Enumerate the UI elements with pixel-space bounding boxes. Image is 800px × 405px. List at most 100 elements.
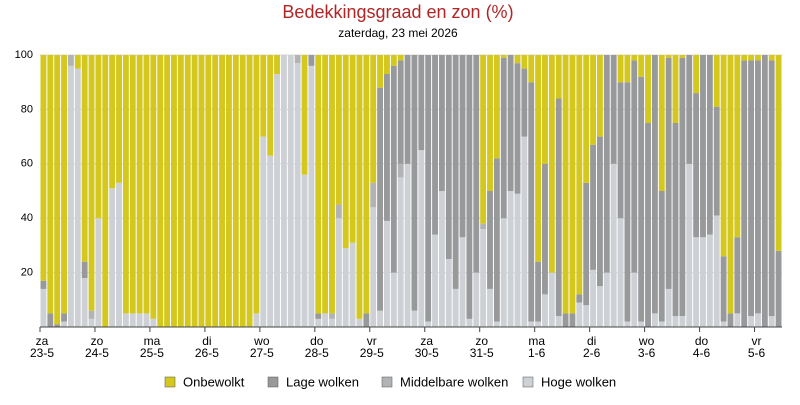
x-tick-date: 24-5 — [85, 346, 109, 360]
bar-segment — [610, 55, 617, 164]
bar-segment — [617, 55, 624, 83]
bar-segment — [473, 272, 480, 327]
bar-segment — [411, 310, 418, 327]
bar-segment — [720, 321, 727, 327]
bar-segment — [658, 191, 665, 322]
legend-swatch — [522, 376, 534, 388]
bar-segment — [528, 55, 535, 83]
bar-segment — [342, 248, 349, 327]
bar-segment — [521, 68, 528, 137]
x-tick-date: 30-5 — [415, 346, 439, 360]
bar-segment — [432, 234, 438, 327]
bar-segment — [548, 272, 555, 327]
legend-label: Onbewolkt — [183, 374, 245, 389]
bar-segment — [576, 294, 583, 303]
bar-segment — [569, 313, 576, 327]
bar-segment — [734, 313, 741, 327]
bar-segment — [700, 237, 706, 327]
bar-segment — [528, 321, 535, 327]
bar-segment — [397, 60, 404, 164]
bar-segment — [768, 316, 775, 327]
bar-segment — [116, 55, 122, 183]
y-tick-label: 20 — [21, 267, 33, 279]
bar-segment — [418, 55, 425, 151]
bar-segment — [438, 55, 445, 191]
bar-segment — [665, 57, 672, 289]
bar-segment — [205, 55, 212, 327]
y-tick-label: 40 — [21, 212, 33, 224]
bar-segment — [88, 318, 95, 327]
bar-segment — [645, 123, 651, 327]
bar-segment — [40, 288, 47, 327]
bar-segment — [459, 237, 466, 327]
x-tick-date: 25-5 — [140, 346, 164, 360]
bar-segment — [136, 55, 143, 314]
bar-segment — [768, 55, 775, 61]
x-tick-day: ma — [144, 334, 161, 348]
bar-segment — [390, 55, 397, 66]
bar-segment — [583, 305, 590, 327]
bar-segment — [466, 318, 473, 327]
bar-segment — [432, 55, 438, 235]
bar-segment — [480, 229, 487, 327]
bar-segment — [335, 218, 342, 327]
bar-segment — [624, 55, 631, 83]
bar-segment — [143, 55, 150, 314]
bar-segment — [81, 278, 88, 327]
y-tick-label: 80 — [21, 103, 33, 115]
x-tick-date: 28-5 — [305, 346, 329, 360]
bar-segment — [665, 55, 672, 58]
bar-segment — [150, 318, 157, 327]
bar-segment — [397, 177, 404, 327]
bar-segment — [734, 55, 741, 238]
bar-segment — [308, 55, 315, 66]
bar-segment — [583, 182, 590, 306]
bar-segment — [40, 55, 47, 281]
bar-segment — [706, 234, 713, 327]
x-tick-day: wo — [253, 334, 270, 348]
bar-segment — [198, 55, 205, 327]
bar-segment — [727, 313, 734, 327]
bar-segment — [555, 316, 562, 327]
bar-segment — [122, 55, 129, 314]
bar-segment — [679, 316, 686, 327]
bar-segment — [88, 55, 95, 311]
bar-segment — [775, 250, 782, 327]
bar-segment — [638, 55, 645, 77]
bar-segment — [700, 55, 706, 238]
bar-segment — [177, 55, 184, 327]
bar-segment — [294, 55, 301, 64]
x-tick-date: 2-6 — [583, 346, 601, 360]
bar-segment — [425, 55, 432, 322]
bar-segment — [542, 163, 548, 295]
bar-segment — [672, 316, 679, 327]
bar-segment — [329, 318, 335, 327]
bar-segment — [720, 256, 727, 322]
bar-segment — [109, 55, 116, 189]
chart-subtitle: zaterdag, 23 mei 2026 — [338, 26, 458, 40]
bar-segment — [47, 313, 54, 327]
bar-segment — [342, 55, 349, 249]
bar-segment — [150, 55, 157, 319]
bar-segment — [81, 261, 88, 279]
bar-segment — [301, 174, 308, 327]
bar-segment — [755, 60, 761, 314]
bar-segment — [638, 76, 645, 322]
bar-segment — [226, 55, 232, 327]
bar-segment — [74, 68, 81, 327]
bar-segment — [576, 302, 583, 327]
x-tick-day: vr — [752, 334, 762, 348]
legend-swatch — [381, 376, 393, 388]
bar-segment — [651, 313, 658, 327]
bar-segment — [748, 60, 755, 317]
bar-segment — [404, 163, 411, 327]
bar-segment — [713, 55, 720, 107]
bar-segment — [542, 294, 548, 327]
bar-segment — [603, 55, 610, 273]
bar-segment — [514, 55, 521, 64]
bar-segment — [706, 55, 713, 235]
bar-segment — [775, 55, 782, 251]
bar-segment — [535, 261, 542, 322]
legend-swatch — [267, 376, 279, 388]
bar-segment — [755, 313, 761, 327]
